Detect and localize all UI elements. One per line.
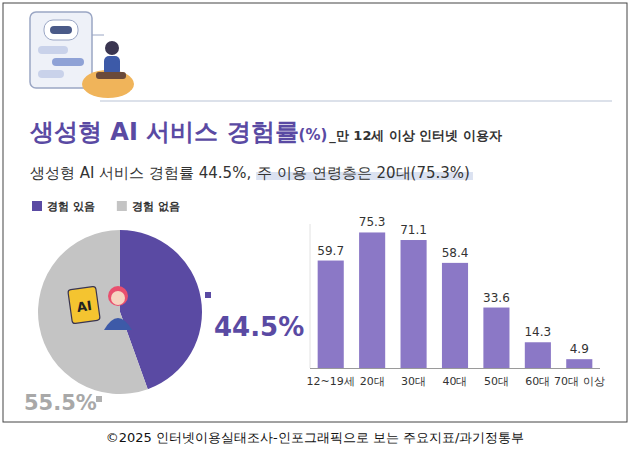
bar <box>483 308 509 368</box>
robot-visor <box>50 26 72 34</box>
label-marker <box>205 292 211 298</box>
data-label: 58.4 <box>442 246 469 260</box>
person-hair <box>108 286 128 306</box>
pie-illustration: AI <box>68 286 132 330</box>
title: 생성형 AI 서비스 경험률(%)_만 12세 이상 인터넷 이용자 <box>29 118 502 146</box>
person-body <box>104 318 132 330</box>
person-face <box>111 291 125 305</box>
legend-swatch <box>32 201 42 211</box>
data-label: 71.1 <box>400 223 427 237</box>
x-axis-line <box>310 368 600 369</box>
data-label: 44.5% <box>214 312 304 342</box>
top-illustration <box>30 12 134 98</box>
bar <box>318 261 344 368</box>
title-main: 생성형 AI 서비스 경험률 <box>29 118 299 146</box>
x-tick-label: 12~19세 <box>307 375 355 388</box>
x-tick-label: 50대 <box>484 375 509 388</box>
bar <box>442 263 468 368</box>
bar <box>401 240 427 368</box>
x-tick-label: 40대 <box>443 375 468 388</box>
chat-bubble <box>38 70 64 78</box>
subtitle: 생성형 AI 서비스 경험률 44.5%, <box>30 164 251 182</box>
ai-card <box>68 286 100 324</box>
person-legs <box>96 72 126 79</box>
label-marker <box>96 396 102 402</box>
frame <box>3 3 627 422</box>
robot-head <box>44 20 78 40</box>
data-label: 75.3 <box>359 215 386 229</box>
x-tick-label: 30대 <box>401 375 426 388</box>
data-label: 33.6 <box>483 291 510 305</box>
title-note: _만 12세 이상 인터넷 이용자 <box>329 128 502 144</box>
data-label: 59.7 <box>317 244 344 258</box>
title-unit: (%) <box>299 126 328 144</box>
x-tick-label: 60대 <box>525 375 550 388</box>
bar <box>566 359 592 368</box>
phone <box>30 12 92 88</box>
beanbag <box>82 70 134 98</box>
pie <box>38 230 202 394</box>
source: ©2025 인터넷이용실태조사-인포그래픽으로 보는 주요지표/과기정통부 <box>106 430 525 445</box>
y-axis-line <box>310 224 311 368</box>
legend: 경험 있음 경험 없음 <box>32 200 180 213</box>
pie-slice <box>38 230 148 394</box>
x-tick-label: 20대 <box>360 375 385 388</box>
connector <box>92 35 104 36</box>
chat-bubble <box>38 46 68 54</box>
legend-label: 경험 있음 <box>47 200 95 213</box>
bars <box>318 232 593 368</box>
data-label: 4.9 <box>570 342 589 356</box>
bar <box>359 232 385 368</box>
person-head <box>105 41 119 55</box>
legend-label: 경험 없음 <box>132 200 180 213</box>
x-tick-label: 70대 이상 <box>554 375 605 388</box>
legend-swatch <box>117 201 127 211</box>
bar-labels: 59.7 12~19세 75.3 20대 71.1 30대 58.4 40대 33.6 50대 14… <box>307 215 605 388</box>
chart-root: 생성형 AI 서비스 경험률(%)_만 12세 이상 인터넷 이용자생성형 AI… <box>0 0 630 454</box>
data-label: 14.3 <box>524 325 551 339</box>
data-label: 55.5% <box>24 391 97 415</box>
bar <box>525 342 551 368</box>
subtitle-emphasis: 주 이용 연령층은 20대(75.3%) <box>257 164 470 182</box>
chat-bubble <box>52 58 84 66</box>
top-rule <box>100 100 612 101</box>
ai-card-text: AI <box>76 298 93 315</box>
